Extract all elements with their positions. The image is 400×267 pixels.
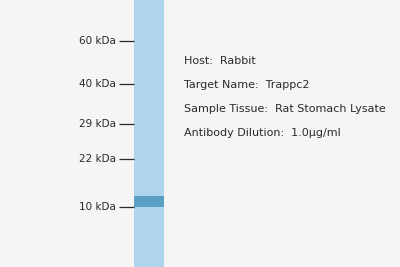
Text: 10 kDa: 10 kDa [79,202,116,212]
Text: Target Name:  Trappc2: Target Name: Trappc2 [184,80,310,90]
Text: Sample Tissue:  Rat Stomach Lysate: Sample Tissue: Rat Stomach Lysate [184,104,386,114]
Text: 40 kDa: 40 kDa [79,79,116,89]
Text: 22 kDa: 22 kDa [79,154,116,164]
Bar [134,0,164,267]
Text: Antibody Dilution:  1.0μg/ml: Antibody Dilution: 1.0μg/ml [184,128,341,138]
Text: 29 kDa: 29 kDa [79,119,116,129]
Text: 60 kDa: 60 kDa [79,36,116,46]
Text: Host:  Rabbit: Host: Rabbit [184,56,256,66]
Bar [134,196,164,207]
